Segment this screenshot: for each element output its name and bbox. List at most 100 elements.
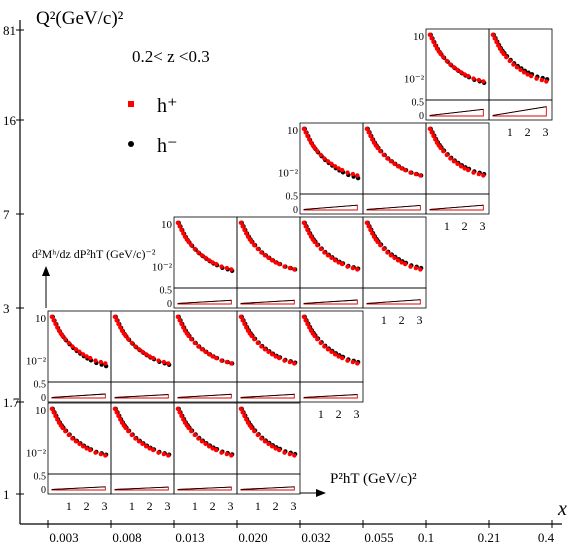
panel: 10 10⁻² 0.5 0 <box>26 402 112 496</box>
panel <box>173 402 238 495</box>
ratio-tick-label: 0 <box>41 393 46 404</box>
ratio-line <box>51 393 106 398</box>
hplus-point <box>242 227 247 233</box>
hplus-point <box>364 126 370 132</box>
hplus-point <box>133 436 138 441</box>
ratio-tick-label: 0 <box>419 111 424 122</box>
hplus-point <box>504 54 509 60</box>
hplus-point <box>186 425 191 431</box>
panel-ratio-frame <box>299 287 364 309</box>
hplus-point <box>418 267 423 272</box>
hplus-point <box>189 242 194 248</box>
hplus-point <box>224 359 230 365</box>
x-tick-label: 0.1 <box>418 530 434 545</box>
hplus-point <box>413 171 419 177</box>
hplus-point <box>292 267 297 272</box>
panel: 10 10⁻² 0.5 0 <box>26 310 112 404</box>
hplus-point <box>244 417 249 422</box>
hplus-point <box>332 164 338 169</box>
hplus-point <box>123 425 128 431</box>
hplus-point <box>408 264 413 269</box>
hplus-point <box>51 410 56 415</box>
x-tick-label: 0.013 <box>175 530 204 545</box>
hplus-point <box>93 450 98 455</box>
pt2-tick-label: 3 <box>164 499 170 513</box>
ratio-tick-label: 0.5 <box>160 286 173 297</box>
hplus-point <box>339 167 345 173</box>
panel-ratio-frame <box>425 193 490 215</box>
hplus-point <box>399 260 404 265</box>
hplus-point <box>238 314 244 320</box>
panel <box>110 402 175 495</box>
hplus-point <box>259 250 264 255</box>
hplus-point <box>441 148 446 154</box>
hplus-point <box>179 321 184 327</box>
hplus-point <box>210 446 215 451</box>
panel-main-frame <box>488 28 553 101</box>
hplus-point <box>136 439 142 444</box>
hplus-point <box>103 361 108 366</box>
panel-ratio-frame <box>362 287 427 309</box>
top-tick-label: 10⁻² <box>152 262 173 274</box>
hplus-point <box>336 260 341 265</box>
top-tick-label: 10⁻² <box>404 74 425 86</box>
hplus-point <box>345 264 350 269</box>
hplus-point <box>339 261 345 267</box>
hplus-point <box>366 224 371 229</box>
hplus-point <box>55 417 60 422</box>
pt2-tick-label: 3 <box>101 499 107 513</box>
top-tick-label: 10 <box>161 219 173 231</box>
hplus-point <box>60 333 65 339</box>
hplus-point <box>507 58 513 64</box>
hplus-point <box>375 239 380 245</box>
hplus-point <box>116 321 121 327</box>
hplus-point <box>292 361 297 366</box>
ratio-line <box>240 299 295 304</box>
hplus-point <box>451 65 457 70</box>
hplus-point <box>77 349 82 355</box>
panel-ratio-frame <box>173 473 238 495</box>
x-tick-label: 0.055 <box>364 530 393 545</box>
panel-x-label-text: P²hT (GeV/c)² <box>330 471 417 487</box>
panel-main-frame <box>425 122 490 195</box>
ratio-line <box>51 486 106 490</box>
hplus-point <box>60 425 65 431</box>
hplus-point <box>63 428 68 434</box>
panel-main-frame <box>236 310 301 383</box>
hplus-point <box>336 354 341 359</box>
hplus-point <box>147 354 152 359</box>
hplus-point <box>266 255 271 261</box>
hplus-point <box>126 428 131 434</box>
panel-main-frame <box>362 216 427 289</box>
hplus-point <box>147 446 152 451</box>
hplus-point <box>116 413 121 419</box>
panel-main-frame <box>236 216 301 289</box>
hplus-point <box>355 267 360 272</box>
ratio-tick-label: 0 <box>41 485 46 496</box>
legend-hplus-label: h⁺ <box>157 95 178 117</box>
ratio-line <box>366 205 421 210</box>
panel-ratio-frame <box>173 287 238 309</box>
panel-ratio-frame <box>299 381 364 403</box>
hplus-point <box>350 171 356 177</box>
panel-main-frame <box>110 402 175 475</box>
hplus-point <box>150 447 156 453</box>
hplus-point <box>259 344 264 349</box>
hplus-point <box>53 321 58 327</box>
pt2-tick-label: 1 <box>381 313 387 327</box>
hplus-point <box>312 333 317 339</box>
hplus-point <box>133 344 138 349</box>
panel: 10 10⁻² 0.5 0 <box>404 28 490 122</box>
panel <box>236 216 301 309</box>
panel-x-label: P²hT (GeV/c)² <box>300 471 417 497</box>
panel-main-frame <box>425 28 490 101</box>
panel <box>362 216 427 309</box>
hplus-point <box>528 73 534 79</box>
x-tick-label: 0.020 <box>238 530 267 545</box>
hplus-point <box>70 436 75 441</box>
hplus-point <box>287 359 293 365</box>
hplus-point <box>206 258 212 263</box>
hplus-point <box>418 173 423 178</box>
top-tick-label: 10⁻² <box>26 356 47 368</box>
hplus-point <box>156 358 161 363</box>
